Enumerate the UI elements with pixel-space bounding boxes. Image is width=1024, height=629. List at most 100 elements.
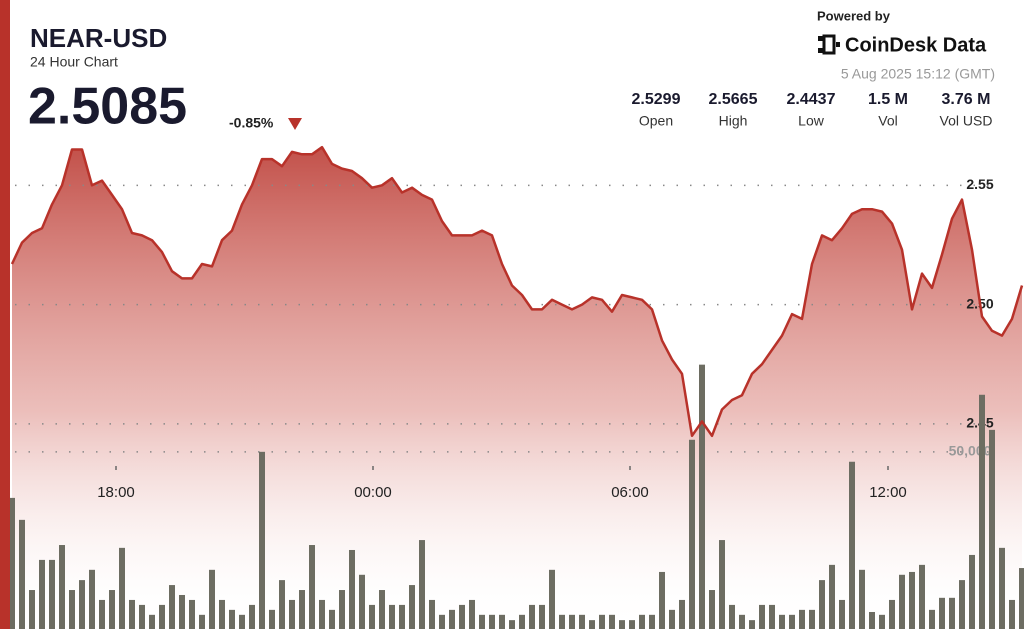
volume-bar [949, 597, 955, 629]
price-area [12, 147, 1022, 629]
volume-bar [189, 599, 195, 629]
volume-bar [599, 614, 605, 629]
brand: CoinDesk Data [845, 34, 987, 56]
volume-bar [969, 554, 975, 629]
timestamp: 5 Aug 2025 15:12 (GMT) [841, 66, 995, 82]
volume-bar [349, 549, 355, 629]
volume-bar [639, 614, 645, 629]
volume-bar [819, 580, 825, 629]
volume-bar [869, 611, 875, 629]
volume-bar [29, 590, 35, 629]
price-line [10, 145, 1024, 438]
volume-bar [919, 564, 925, 629]
volume-bar [429, 599, 435, 629]
volume-bar [679, 599, 685, 629]
volume-bar [549, 569, 555, 629]
volume-bar [619, 620, 625, 629]
volume-bar [509, 620, 515, 629]
volume-bar [569, 614, 575, 629]
stat-value: 3.76 M [942, 91, 991, 108]
volume-bar [999, 547, 1005, 629]
down-arrow [288, 118, 302, 130]
volume-bar [629, 620, 635, 629]
volume-bar [989, 429, 995, 629]
stat-value: 2.4437 [787, 91, 836, 108]
volume-bar [259, 451, 265, 629]
volume-bar [409, 585, 415, 629]
volume-bar [289, 599, 295, 629]
volume-bar [79, 580, 85, 629]
stat-label: High [719, 113, 748, 129]
volume-bar [169, 585, 175, 629]
volume-bar [399, 604, 405, 629]
volume-bar [459, 604, 465, 629]
volume-bar [339, 590, 345, 629]
powered-by: Powered by [817, 8, 891, 23]
volume-bar [609, 614, 615, 629]
chart-title: NEAR-USD [30, 23, 167, 53]
volume-bar [239, 614, 245, 629]
stat-label: Vol USD [940, 113, 993, 129]
volume-bar [899, 574, 905, 629]
volume-bar [529, 604, 535, 629]
volume-bar [329, 609, 335, 629]
accent-bar [0, 0, 10, 629]
volume-bar [69, 590, 75, 629]
volume-bar [319, 599, 325, 629]
x-tick-label: 00:00 [354, 484, 392, 501]
volume-bar [439, 614, 445, 629]
y-tick-label: 2.55 [966, 176, 993, 192]
stat-label: Vol [878, 113, 897, 129]
volume-bar [369, 604, 375, 629]
volume-bar [579, 614, 585, 629]
volume-bar [809, 609, 815, 629]
volume-bar [649, 614, 655, 629]
volume-bar [739, 614, 745, 629]
volume-bar [489, 614, 495, 629]
volume-bar [99, 599, 105, 629]
volume-bar [909, 571, 915, 629]
volume-bar [939, 597, 945, 629]
volume-bar [779, 614, 785, 629]
stat-value: 2.5665 [709, 91, 758, 108]
volume-bar [469, 599, 475, 629]
volume-bar [929, 609, 935, 629]
volume-bar [39, 559, 45, 629]
volume-bar [689, 439, 695, 629]
volume-bar [559, 614, 565, 629]
volume-bar [129, 599, 135, 629]
volume-bar [709, 590, 715, 629]
volume-bar [19, 519, 25, 629]
volume-bar [9, 497, 15, 629]
volume-bar [59, 545, 65, 629]
volume-bar [669, 609, 675, 629]
volume-bar [659, 571, 665, 629]
volume-bar [849, 461, 855, 629]
volume-bar [299, 590, 305, 629]
volume-bar [749, 620, 755, 629]
volume-bar [1009, 599, 1015, 629]
volume-bar [729, 604, 735, 629]
volume-bar [109, 590, 115, 629]
volume-bar [769, 604, 775, 629]
volume-bar [199, 614, 205, 629]
volume-bar [759, 604, 765, 629]
volume-bar [219, 599, 225, 629]
volume-bar [269, 609, 275, 629]
stat-label: Low [798, 113, 825, 129]
volume-bar [499, 614, 505, 629]
volume-bar [139, 604, 145, 629]
stat-label: Open [639, 113, 673, 129]
volume-bar [149, 614, 155, 629]
volume-bar [479, 614, 485, 629]
volume-bar [879, 614, 885, 629]
volume-bar [229, 609, 235, 629]
volume-bar [829, 564, 835, 629]
stats: 2.5299 Open 2.5665 High 2.4437 Low 1.5 M Vol 3.7… [632, 91, 993, 128]
volume-bar [839, 599, 845, 629]
volume-bar [119, 547, 125, 629]
price-change: -0.85% [229, 115, 274, 131]
volume-bar [589, 620, 595, 629]
